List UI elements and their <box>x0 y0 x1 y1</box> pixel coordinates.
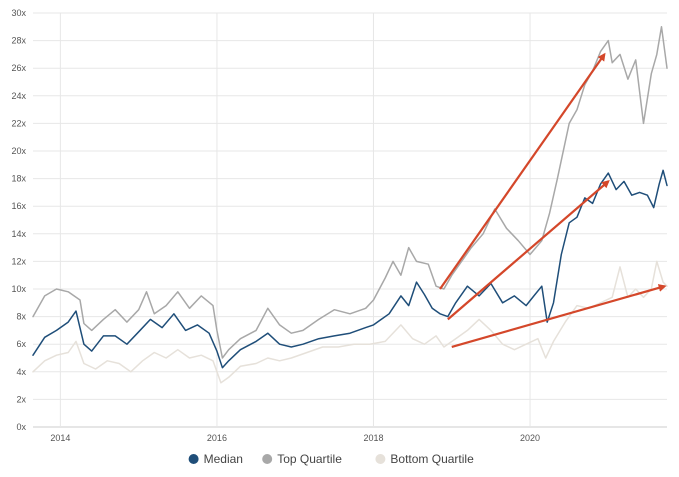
legend-marker <box>262 454 273 464</box>
y-tick-label: 6x <box>16 339 26 349</box>
y-tick-label: 24x <box>11 91 26 101</box>
y-tick-label: 10x <box>11 284 26 294</box>
legend-label: Bottom Quartile <box>390 452 474 466</box>
series-line-top-quartile <box>32 26 668 359</box>
grid <box>33 12 667 428</box>
legend: Median Top Quartile Bottom Quartile <box>188 452 474 466</box>
legend-label: Top Quartile <box>277 452 342 466</box>
y-tick-label: 14x <box>11 229 26 239</box>
trend-arrow <box>451 284 667 349</box>
x-tick-label: 2014 <box>50 433 70 443</box>
y-tick-label: 12x <box>11 256 26 266</box>
y-tick-label: 4x <box>16 367 26 377</box>
legend-marker <box>375 454 386 464</box>
y-axis-ticks: 0x 2x 4x 6x 8x 10x 12x 14x 16x 18x 20x 22x 24x 26x 28x… <box>11 8 26 432</box>
y-tick-label: 22x <box>11 118 26 128</box>
legend-marker <box>188 454 199 464</box>
trend-arrow <box>439 52 606 290</box>
x-axis-ticks: 2014 2016 2018 2020 <box>50 433 540 443</box>
series-line-bottom-quartile <box>32 260 668 384</box>
series-lines <box>32 26 668 384</box>
legend-label: Median <box>204 452 243 466</box>
x-tick-label: 2016 <box>207 433 227 443</box>
y-tick-label: 26x <box>11 63 26 73</box>
series-line-median <box>32 169 668 369</box>
trend-arrow <box>447 180 610 321</box>
y-tick-label: 18x <box>11 174 26 184</box>
y-tick-label: 16x <box>11 201 26 211</box>
x-tick-label: 2020 <box>520 433 540 443</box>
y-tick-label: 30x <box>11 8 26 18</box>
y-tick-label: 8x <box>16 312 26 322</box>
y-tick-label: 28x <box>11 36 26 46</box>
trend-arrows <box>439 52 667 349</box>
y-tick-label: 0x <box>16 422 26 432</box>
y-tick-label: 20x <box>11 146 26 156</box>
y-tick-label: 2x <box>16 394 26 404</box>
x-tick-label: 2018 <box>363 433 383 443</box>
